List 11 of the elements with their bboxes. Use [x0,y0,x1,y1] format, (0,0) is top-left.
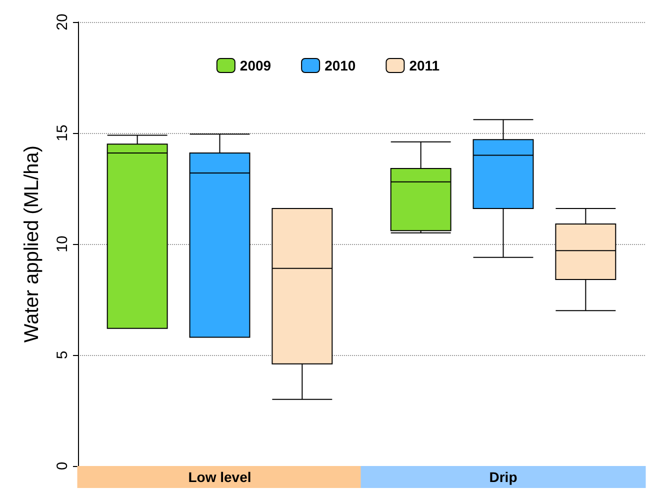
x-tick-label: Drip [489,469,518,485]
x-tick-label: Low level [188,469,252,485]
legend-label: 2010 [324,58,356,74]
legend-label: 2011 [409,58,440,74]
y-tick-label: 20 [54,14,71,30]
y-tick-label: 15 [54,124,71,142]
y-axis-title: Water applied (ML/ha) [21,145,43,343]
y-tick-label: 10 [54,236,71,252]
legend-label: 2009 [240,58,272,74]
y-tick-label: 0 [54,462,71,470]
y-tick-label: 5 [54,350,71,360]
